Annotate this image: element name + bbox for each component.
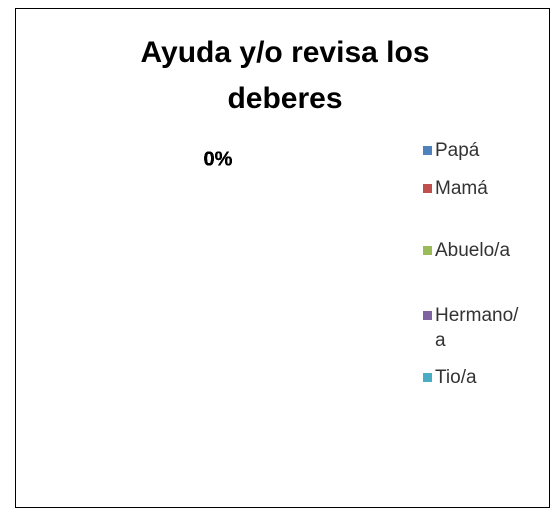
- legend-swatch: [423, 146, 432, 155]
- legend-item: Tio/a: [423, 367, 520, 390]
- legend-item: Papá: [423, 140, 520, 163]
- legend-label: Hermano/a: [435, 305, 519, 351]
- legend-label: Papá: [435, 140, 480, 161]
- legend-swatch: [423, 246, 432, 255]
- legend-swatch: [423, 373, 432, 382]
- data-label: 0%: [204, 148, 233, 170]
- legend-label: Tio/a: [435, 367, 477, 388]
- data-label: 0%: [204, 148, 233, 170]
- legend-swatch: [423, 184, 432, 193]
- legend-item: Abuelo/a: [423, 240, 520, 263]
- legend-label: Mamá: [435, 178, 488, 199]
- page: Ayuda y/o revisa los deberes 0% 0% 0% 0% 0% …: [15, 8, 550, 508]
- chart-title: Ayuda y/o revisa los deberes: [140, 36, 430, 115]
- legend-label: Abuelo/a: [435, 240, 511, 261]
- chart: 0%0%0%0%0%: [204, 148, 233, 170]
- legend-item: Hermano/a: [423, 305, 520, 353]
- data-label: 0%: [204, 148, 233, 170]
- data-label: 0%: [204, 148, 233, 170]
- data-label: 0%: [204, 148, 233, 170]
- legend-swatch: [423, 311, 432, 320]
- legend-item: Mamá: [423, 178, 520, 201]
